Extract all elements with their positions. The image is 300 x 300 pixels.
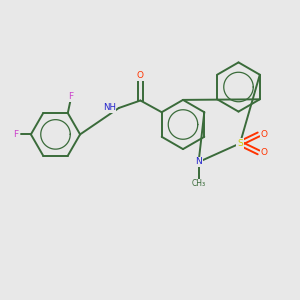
Text: N: N: [195, 158, 202, 166]
Text: F: F: [68, 92, 73, 101]
Text: CH₃: CH₃: [191, 179, 206, 188]
Text: NH: NH: [103, 103, 116, 112]
Text: O: O: [137, 71, 144, 80]
Text: S: S: [237, 139, 243, 148]
Text: F: F: [13, 130, 19, 139]
Text: O: O: [260, 130, 268, 139]
Text: O: O: [260, 148, 268, 157]
